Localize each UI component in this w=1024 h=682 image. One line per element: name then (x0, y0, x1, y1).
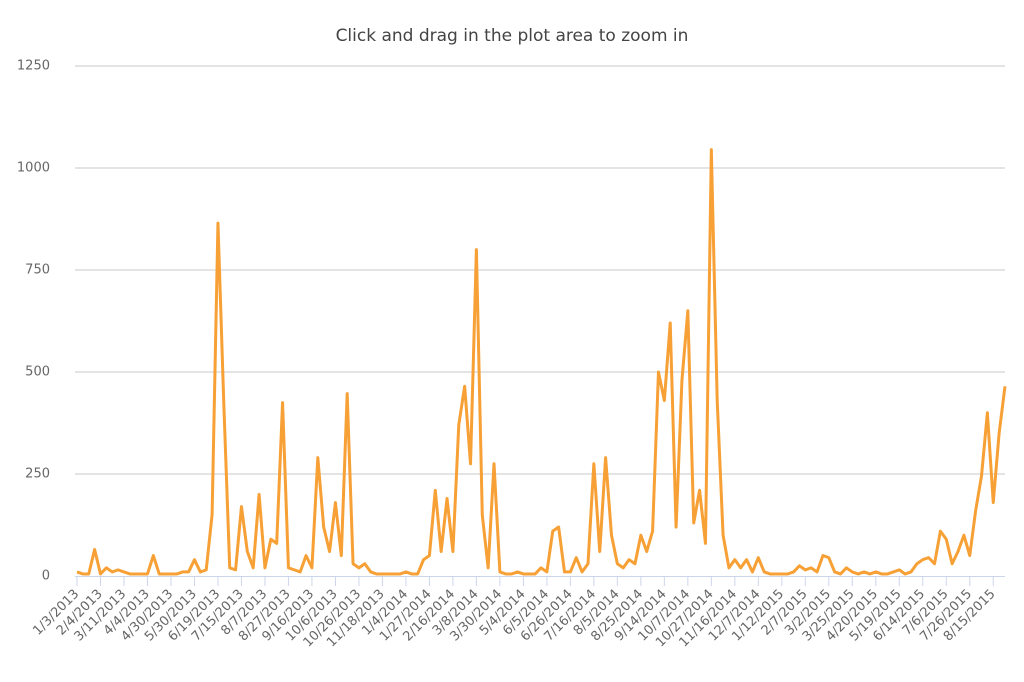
data-line (76, 148, 1007, 576)
chart-title: Click and drag in the plot area to zoom … (336, 26, 689, 46)
y-tick-label: 750 (25, 263, 50, 278)
y-tick-label: 500 (25, 365, 50, 380)
y-tick-label: 0 (42, 569, 50, 584)
y-tick-label: 1250 (17, 59, 50, 74)
y-tick-label: 250 (25, 467, 50, 482)
y-tick-label: 1000 (17, 161, 50, 176)
